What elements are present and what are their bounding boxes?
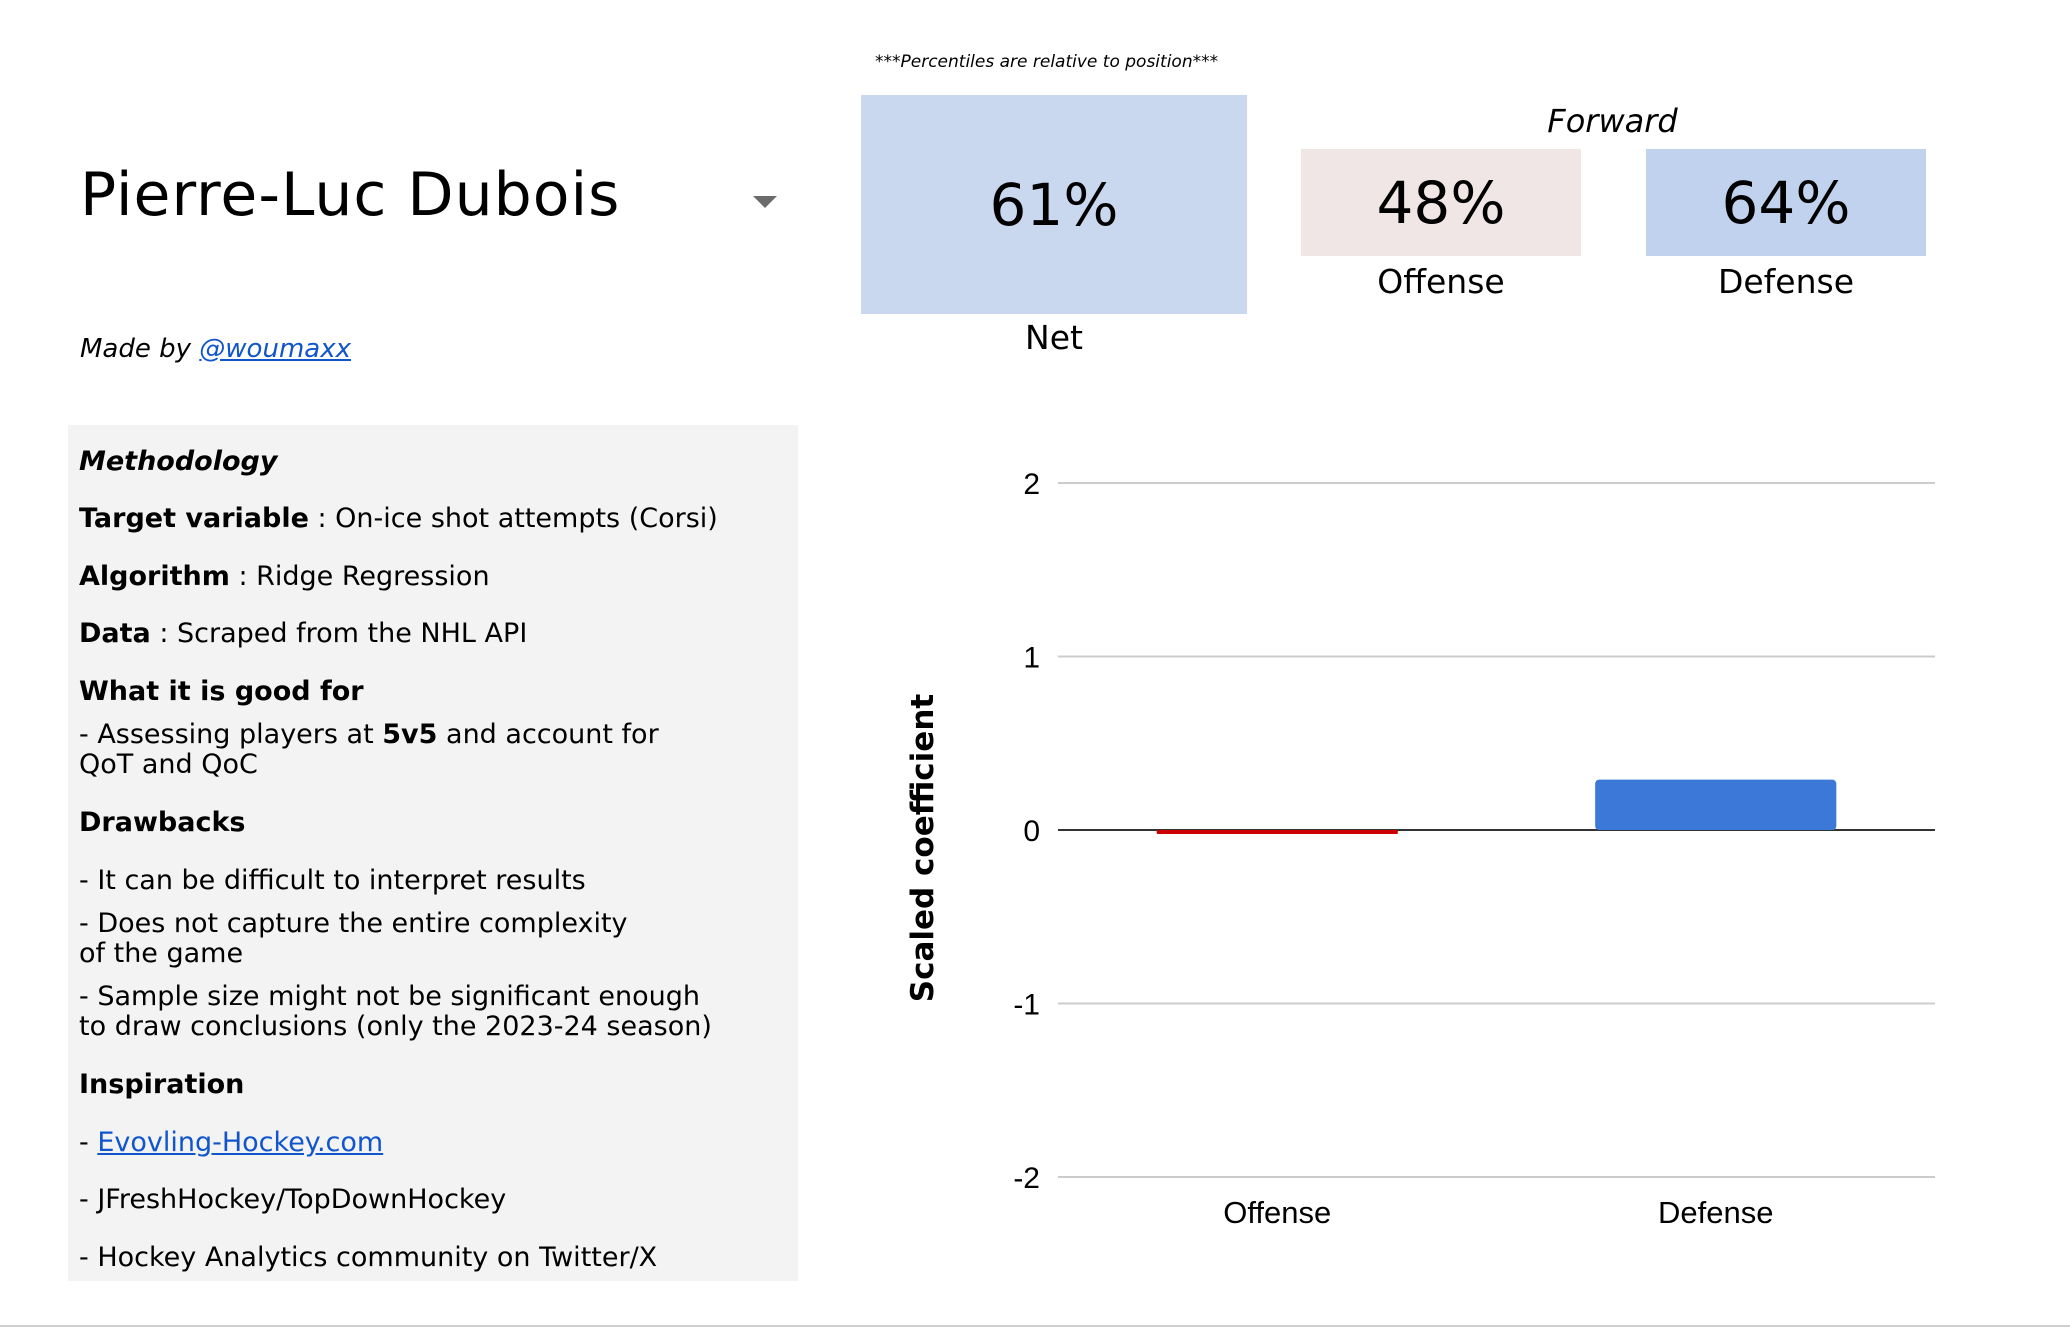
good-for-text-a: - Assessing players at	[79, 719, 383, 750]
good-for-strength: 5v5	[382, 719, 438, 750]
drawbacks-title: Drawbacks	[79, 807, 246, 838]
bar-defense	[1595, 779, 1837, 830]
inspiration-item-2: - JFreshHockey/TopDownHockey	[79, 1184, 507, 1215]
y-tick-label: 1	[1023, 642, 1040, 675]
data-source-value: : Scraped from the NHL API	[150, 618, 528, 649]
algorithm-line: Algorithm : Ridge Regression	[79, 562, 490, 592]
inspiration-title: Inspiration	[79, 1069, 245, 1100]
offense-percentile-tile: 48%	[1301, 149, 1581, 256]
evolving-hockey-link[interactable]: Evovling-Hockey.com	[97, 1127, 384, 1158]
good-for-title: What it is good for	[79, 676, 364, 707]
y-tick-label: 0	[1023, 815, 1040, 848]
y-tick-label: 2	[1023, 468, 1040, 501]
made-by-credit: Made by @woumaxx	[80, 334, 351, 364]
x-tick-label: Defense	[1658, 1195, 1773, 1230]
player-name: Pierre-Luc Dubois	[80, 160, 621, 230]
defense-percentile-value: 64%	[1721, 168, 1851, 237]
good-for-text-c: and account for	[437, 719, 659, 750]
data-source-line: Data : Scraped from the NHL API	[79, 619, 527, 649]
drawback-item-2: - Does not capture the entire complexity	[79, 908, 628, 939]
position-label: Forward	[1547, 102, 1678, 140]
good-for-item-1: - Assessing players at 5v5 and account f…	[79, 720, 659, 750]
y-axis-title: Scaled coefficient	[905, 694, 941, 1003]
player-dropdown-icon[interactable]	[753, 196, 777, 208]
target-variable-value: : On-ice shot attempts (Corsi)	[308, 503, 718, 534]
bar-offense	[1156, 830, 1398, 834]
inspiration-item-1: - Evovling-Hockey.com	[79, 1128, 383, 1158]
percentile-note: ***Percentiles are relative to position*…	[875, 52, 1219, 72]
drawback-item-3: - Sample size might not be significant e…	[79, 981, 701, 1012]
inspiration-bullet: -	[79, 1127, 98, 1158]
net-percentile-tile: 61%	[861, 95, 1247, 314]
target-variable-label: Target variable	[79, 503, 309, 534]
net-percentile-value: 61%	[989, 170, 1119, 239]
methodology-title: Methodology	[79, 446, 278, 477]
target-variable-line: Target variable : On-ice shot attempts (…	[79, 504, 718, 534]
author-link[interactable]: @woumaxx	[199, 334, 351, 364]
good-for-item-1-cont: QoT and QoC	[79, 749, 258, 780]
offense-label: Offense	[1377, 262, 1505, 301]
offense-percentile-value: 48%	[1376, 168, 1506, 237]
made-by-prefix: Made by	[80, 334, 200, 364]
data-source-label: Data	[79, 618, 151, 649]
algorithm-label: Algorithm	[79, 561, 230, 592]
inspiration-item-3: - Hockey Analytics community on Twitter/…	[79, 1242, 658, 1273]
algorithm-value: : Ridge Regression	[229, 561, 490, 592]
net-label: Net	[1025, 318, 1083, 357]
x-tick-label: Offense	[1223, 1195, 1331, 1230]
drawback-item-2-cont: of the game	[79, 938, 244, 969]
drawback-item-1: - It can be difficult to interpret resul…	[79, 865, 586, 896]
defense-label: Defense	[1717, 262, 1855, 301]
defense-percentile-tile: 64%	[1646, 149, 1926, 256]
y-tick-label: -2	[1013, 1162, 1040, 1195]
drawback-item-3-cont: to draw conclusions (only the 2023-24 se…	[79, 1011, 712, 1042]
methodology-panel: Methodology Target variable : On-ice sho…	[68, 425, 798, 1281]
y-tick-label: -1	[1013, 989, 1040, 1022]
